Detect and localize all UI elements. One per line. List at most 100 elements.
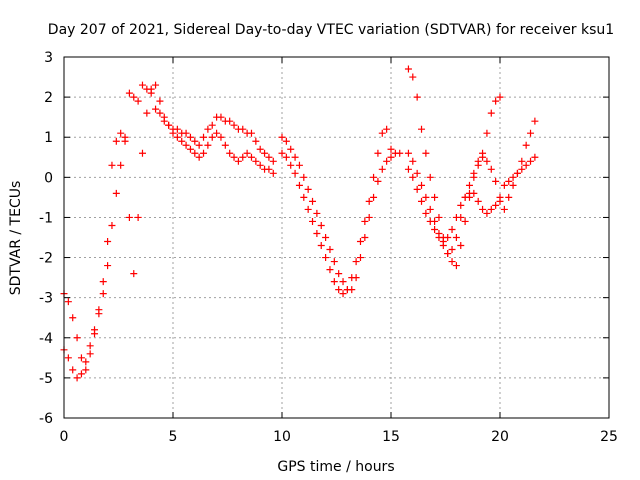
y-axis-label: SDTVAR / TECUs	[8, 181, 24, 296]
data-point	[304, 185, 312, 193]
data-point	[278, 133, 286, 141]
data-point	[352, 258, 360, 266]
data-point	[396, 149, 404, 157]
data-point	[522, 141, 530, 149]
data-point	[374, 177, 382, 185]
data-point	[243, 149, 251, 157]
data-point	[483, 157, 491, 165]
data-point	[496, 93, 504, 101]
data-point	[82, 358, 90, 366]
x-axis-label: GPS time / hours	[277, 459, 394, 475]
data-point	[452, 213, 460, 221]
data-point	[492, 177, 500, 185]
data-point	[452, 262, 460, 270]
data-point	[226, 117, 234, 125]
data-point	[470, 169, 478, 177]
x-tick-label: 15	[382, 429, 400, 445]
data-point	[531, 117, 539, 125]
y-tick-label: -1	[39, 210, 53, 226]
data-point	[317, 221, 325, 229]
data-point	[487, 205, 495, 213]
data-point	[505, 177, 513, 185]
data-point	[370, 173, 378, 181]
data-point	[413, 169, 421, 177]
data-point	[487, 109, 495, 117]
data-point	[69, 366, 77, 374]
data-point	[335, 286, 343, 294]
data-point	[448, 225, 456, 233]
data-point	[73, 334, 81, 342]
data-point	[134, 97, 142, 105]
data-point	[82, 366, 90, 374]
data-point	[108, 161, 116, 169]
data-point	[431, 225, 439, 233]
data-point	[300, 173, 308, 181]
data-point	[474, 197, 482, 205]
data-point	[99, 290, 107, 298]
data-point	[518, 165, 526, 173]
data-point	[138, 81, 146, 89]
data-point	[348, 274, 356, 282]
data-point	[527, 129, 535, 137]
series-track-e	[404, 65, 504, 270]
x-tick-label: 5	[169, 429, 178, 445]
data-point	[313, 209, 321, 217]
data-point	[483, 129, 491, 137]
data-point	[247, 129, 255, 137]
data-point	[287, 161, 295, 169]
data-point	[64, 354, 72, 362]
data-point	[173, 133, 181, 141]
data-point	[200, 149, 208, 157]
data-point	[86, 350, 94, 358]
data-point	[370, 193, 378, 201]
data-point	[73, 374, 81, 382]
data-point	[356, 238, 364, 246]
data-point	[479, 205, 487, 213]
data-point	[130, 93, 138, 101]
y-tick-label: -6	[39, 411, 53, 427]
data-point	[448, 258, 456, 266]
data-point	[457, 201, 465, 209]
series-track-i	[500, 153, 539, 189]
data-point	[160, 113, 168, 121]
data-point	[239, 125, 247, 133]
data-point	[356, 254, 364, 262]
data-point	[492, 97, 500, 105]
data-point	[278, 149, 286, 157]
y-tick-label: 1	[44, 130, 53, 146]
data-point	[404, 165, 412, 173]
data-point	[165, 121, 173, 129]
data-point	[474, 157, 482, 165]
data-point	[457, 242, 465, 250]
data-point	[444, 234, 452, 241]
data-point	[343, 286, 351, 294]
x-tick-label: 10	[273, 429, 291, 445]
data-point	[108, 221, 116, 229]
series-track-a	[60, 81, 277, 382]
plot-frame	[63, 56, 610, 419]
data-point	[513, 169, 521, 177]
data-point	[239, 153, 247, 161]
data-point	[483, 209, 491, 217]
data-point	[461, 193, 469, 201]
series-track-c	[278, 133, 404, 294]
data-point	[448, 246, 456, 254]
data-point	[452, 234, 460, 241]
data-point	[309, 197, 317, 205]
data-point	[492, 201, 500, 209]
data-point	[505, 193, 513, 201]
data-point	[191, 137, 199, 145]
data-point	[156, 109, 164, 117]
data-point	[104, 238, 112, 246]
data-point	[361, 217, 369, 225]
data-point	[426, 205, 434, 213]
series-track-b	[60, 81, 277, 374]
data-point	[130, 270, 138, 278]
y-tick-label: -4	[39, 331, 53, 347]
data-point	[256, 145, 264, 153]
data-point	[125, 213, 133, 221]
data-point	[208, 121, 216, 129]
data-point	[282, 153, 290, 161]
data-point	[195, 141, 203, 149]
